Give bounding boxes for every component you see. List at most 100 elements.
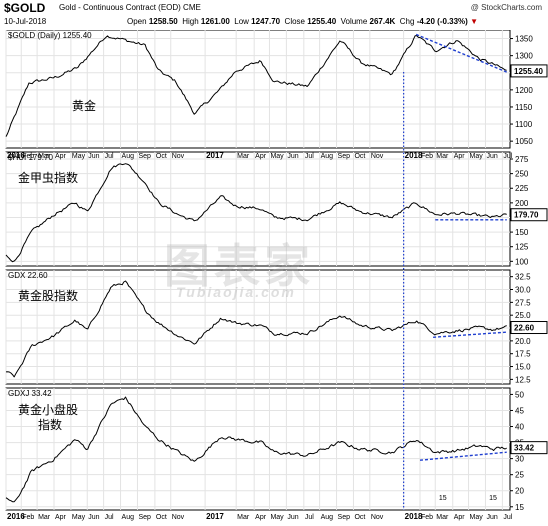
panel-3: 12.515.017.520.022.525.027.530.032.522.6… — [5, 269, 548, 385]
price-series-line — [5, 280, 507, 378]
panel-annotation: 黄金小盘股 — [18, 402, 78, 417]
panel-frame — [5, 387, 511, 511]
x-tick-label: Jul — [503, 514, 512, 521]
x-tick-label: Oct — [156, 153, 167, 160]
x-tick-label: Jun — [486, 153, 497, 160]
panel-frame — [5, 30, 511, 149]
chart-header: $GOLD Gold - Continuous Contract (EOD) C… — [0, 0, 548, 30]
trendline — [433, 331, 507, 338]
y-tick-label: 30 — [515, 455, 524, 464]
x-tick-label: Nov — [371, 153, 384, 160]
y-tick-label: 15.0 — [515, 363, 531, 372]
x-tick-label: Apr — [454, 514, 466, 521]
chg-value: -4.20 (-0.33%) — [416, 17, 468, 26]
quote-date: 10-Jul-2018 — [4, 17, 47, 26]
y-tick-label: 250 — [515, 170, 529, 179]
x-tick-label: Apr — [55, 153, 67, 160]
y-tick-label: 25.0 — [515, 311, 531, 320]
last-value-box — [510, 321, 548, 335]
close-label: Close — [284, 17, 305, 26]
high-value: 1261.00 — [200, 17, 230, 26]
x-tick-label: Jun — [287, 514, 298, 521]
x-tick-label: May — [72, 153, 86, 160]
x-tick-label: Mar — [436, 514, 449, 521]
x-tick-label: Aug — [321, 514, 334, 521]
x-tick-label: Aug — [122, 514, 135, 521]
trendline — [419, 451, 507, 461]
x-tick-label: Mar — [237, 153, 250, 160]
symbol-title: $GOLD — [4, 1, 46, 15]
y-tick-label: 30.0 — [515, 286, 531, 295]
y-tick-label: 40 — [515, 423, 524, 432]
x-tick-label: Feb — [421, 514, 433, 521]
x-tick-label: Oct — [354, 153, 365, 160]
source-credit: @ StockCharts.com — [470, 3, 542, 12]
y-tick-label: 1100 — [515, 120, 533, 129]
x-tick-label: Sep — [338, 153, 351, 160]
x-tick-label: Nov — [371, 514, 384, 521]
x-tick-label: 2017 — [206, 512, 224, 521]
x-tick-label: Aug — [122, 153, 135, 160]
down-arrow-icon: ▼ — [470, 17, 478, 26]
x-tick-label: Apr — [55, 514, 67, 521]
high-label: High — [182, 17, 199, 26]
panel-annotation: 金甲虫指数 — [18, 170, 78, 185]
x-tick-label: Sep — [338, 514, 351, 521]
open-value: 1258.50 — [148, 17, 178, 26]
x-tick-label: Mar — [436, 153, 449, 160]
y-tick-label: 225 — [515, 184, 529, 193]
x-tick-label: May — [470, 153, 484, 160]
last-value-box — [510, 441, 548, 455]
y-tick-label: 32.5 — [515, 273, 531, 282]
y-tick-label: 45 — [515, 406, 524, 415]
panel-label: GDXJ 33.42 — [8, 389, 52, 398]
x-tick-label: Feb — [421, 153, 433, 160]
x-tick-label: Jun — [88, 514, 99, 521]
x-tick-label: Feb — [22, 514, 34, 521]
panel-2: 100125150175200225250275179.70$HUI 179.7… — [5, 151, 548, 267]
low-label: Low — [234, 17, 249, 26]
close-value: 1255.40 — [307, 17, 337, 26]
y-tick-label: 1200 — [515, 86, 533, 95]
x-tick-label: Oct — [354, 514, 365, 521]
x-tick-label: Jun — [88, 153, 99, 160]
y-tick-label: 15 — [515, 503, 524, 512]
panel-label: GDX 22.60 — [8, 271, 48, 280]
price-series-line — [5, 163, 507, 263]
y-tick-label: 200 — [515, 199, 529, 208]
panel-annotation: 黄金股指数 — [18, 288, 78, 303]
chg-label: Chg — [399, 17, 415, 26]
panel-annotation: 指数 — [38, 417, 62, 432]
x-tick-label: May — [470, 514, 484, 521]
y-tick-label: 1300 — [515, 52, 533, 61]
x-tick-label: Mar — [38, 153, 51, 160]
volume-label: Volume — [340, 17, 368, 26]
x-tick-label: Oct — [156, 514, 167, 521]
x-tick-label: 2016 — [7, 512, 25, 521]
volume-value: 267.4K — [369, 17, 396, 26]
y-tick-label: 1350 — [515, 35, 533, 44]
x-tick-label: Jul — [105, 514, 114, 521]
x-tick-label: May — [72, 514, 86, 521]
y-tick-label: 50 — [515, 390, 524, 399]
panel-label: $GOLD (Daily) 1255.40 — [8, 31, 92, 40]
symbol-description: Gold - Continuous Contract (EOD) CME — [59, 3, 201, 12]
last-value-label: 33.42 — [514, 444, 535, 453]
x-minor-label: 15 — [439, 495, 447, 502]
multi-panel-chart: 10501100115012001250130013501255.40$GOLD… — [5, 30, 548, 521]
y-tick-label: 12.5 — [515, 375, 531, 384]
y-tick-label: 17.5 — [515, 350, 531, 359]
x-tick-label: Jun — [486, 514, 497, 521]
x-tick-label: Mar — [38, 514, 51, 521]
x-tick-label: Jul — [305, 514, 314, 521]
ohlc-readout: Open 1258.50 High 1261.00 Low 1247.70 Cl… — [127, 17, 478, 26]
panel-1: 10501100115012001250130013501255.40$GOLD… — [5, 30, 548, 149]
y-tick-label: 125 — [515, 243, 529, 252]
x-tick-label: 2018 — [405, 512, 423, 521]
last-value-box — [510, 64, 548, 78]
x-minor-label: 15 — [489, 495, 497, 502]
y-tick-label: 20.0 — [515, 337, 531, 346]
y-tick-label: 20 — [515, 487, 524, 496]
